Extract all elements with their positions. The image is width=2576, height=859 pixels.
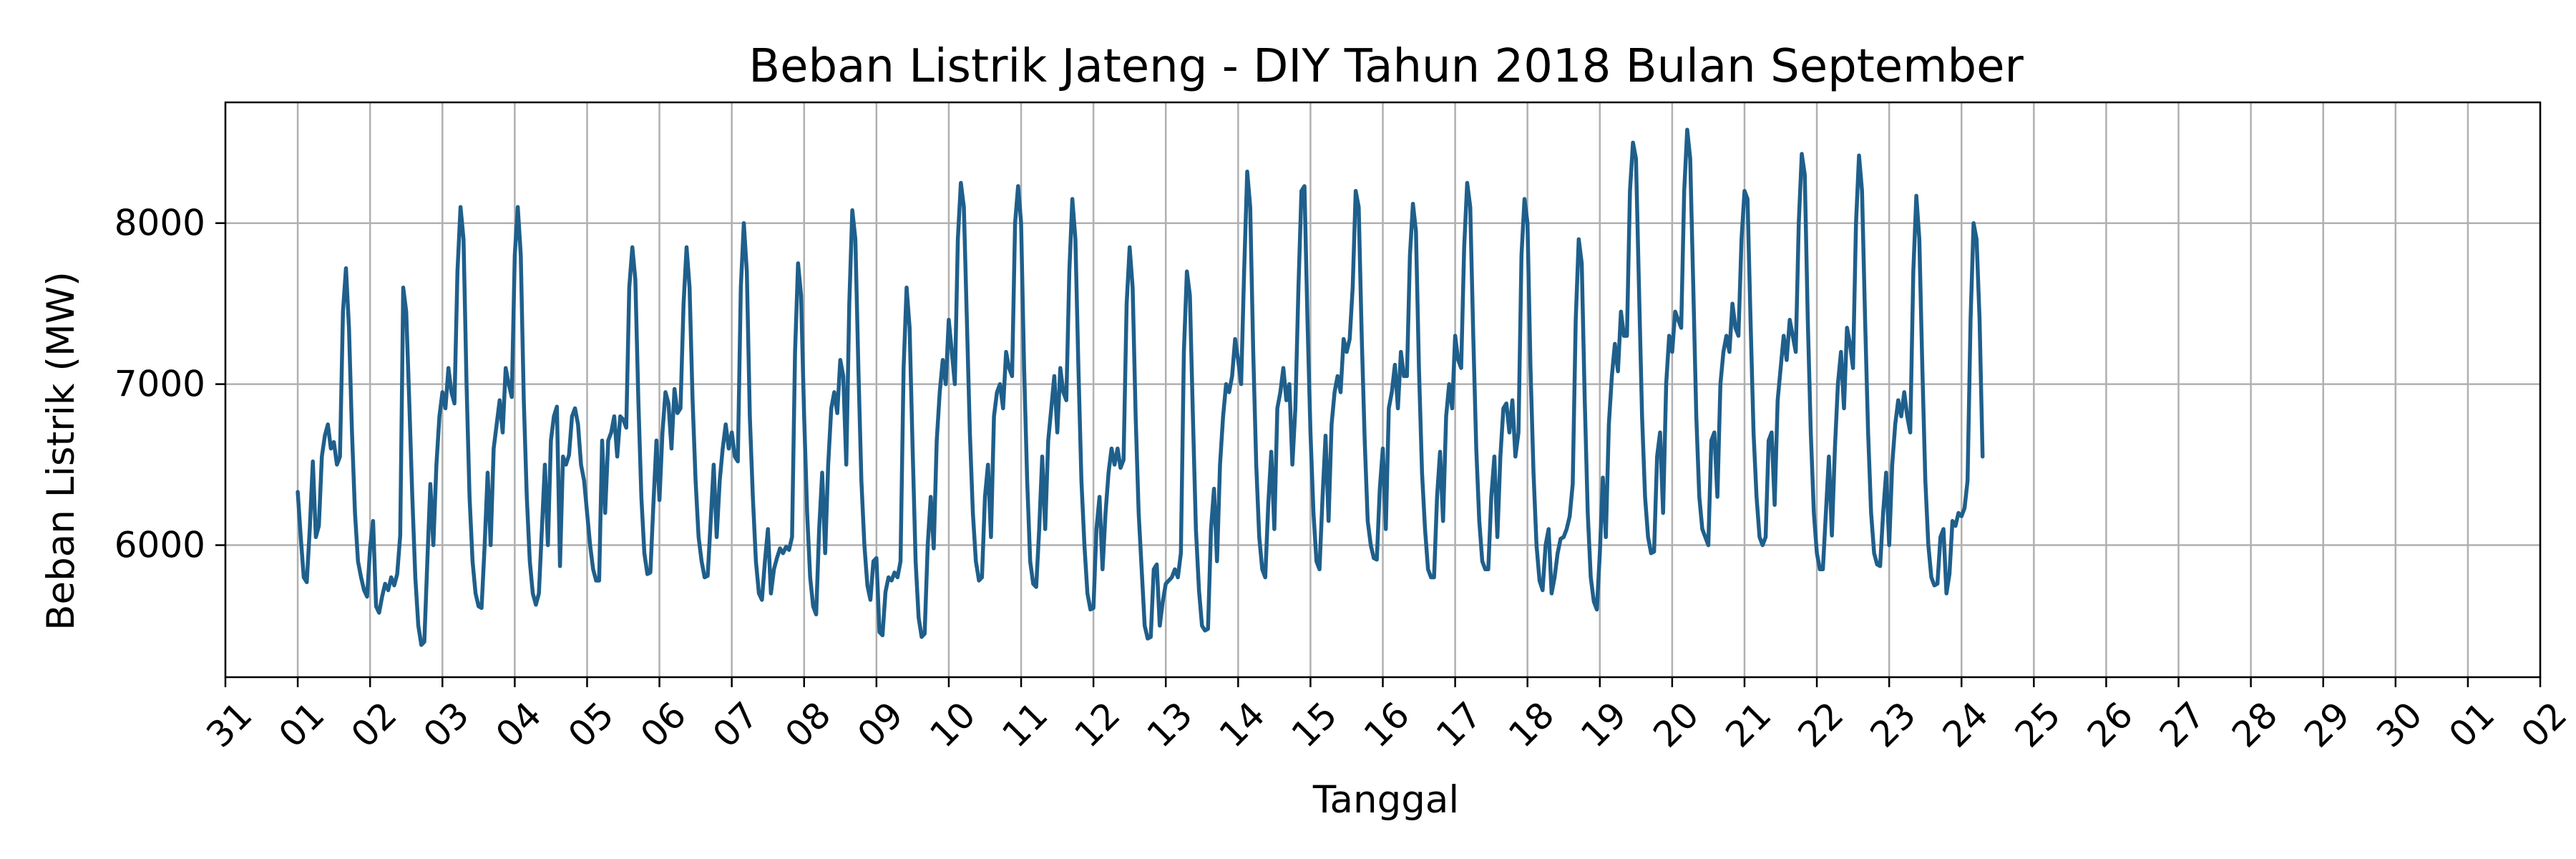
y-tick-label: 6000 <box>114 525 205 566</box>
y-axis: 6000 7000 8000 <box>114 203 225 566</box>
series-line <box>296 127 1985 647</box>
y-axis-label: Beban Listrik (MW) <box>39 271 83 631</box>
chart-title: Beban Listrik Jateng - DIY Tahun 2018 Bu… <box>748 40 2024 93</box>
x-axis-label: Tanggal <box>1312 778 1459 822</box>
y-tick-label: 8000 <box>114 203 205 244</box>
y-tick-label: 7000 <box>114 364 205 405</box>
